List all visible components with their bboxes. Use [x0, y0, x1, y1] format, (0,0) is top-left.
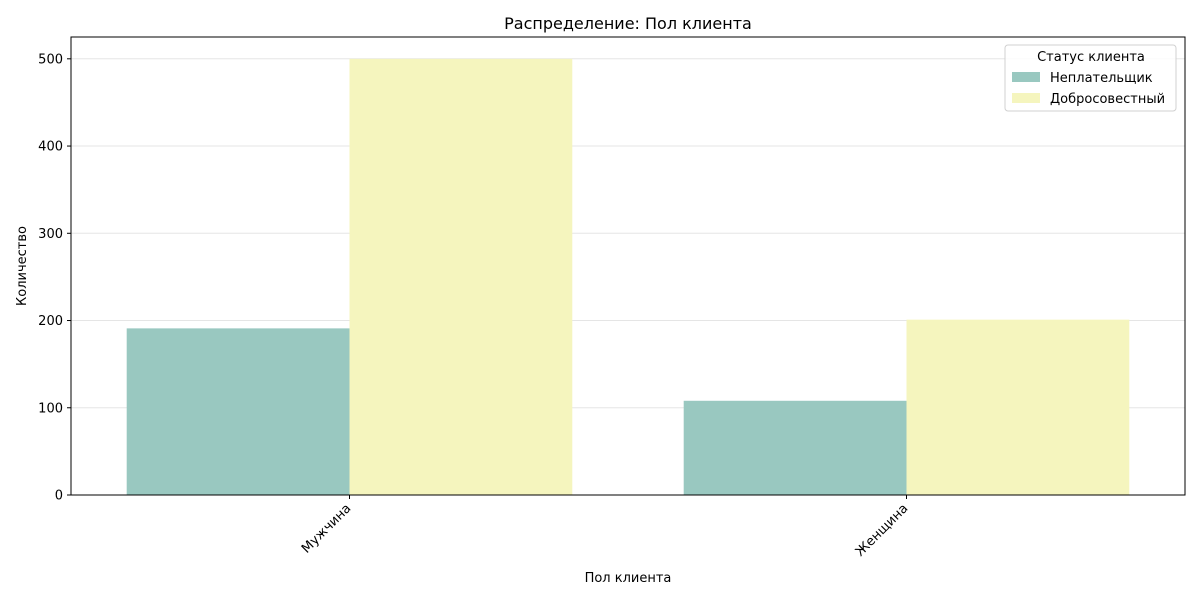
- legend-swatch: [1012, 93, 1040, 103]
- x-tick-label: Мужчина: [299, 501, 354, 556]
- legend-swatch: [1012, 72, 1040, 82]
- plot-frame: [70, 36, 1186, 496]
- bar: [906, 319, 1130, 495]
- legend-entry: Неплательщик: [1050, 71, 1153, 86]
- x-axis: Мужчина Женщина: [299, 495, 911, 560]
- x-axis-label: Пол клиента: [585, 571, 672, 586]
- legend-title: Статус клиента: [1037, 50, 1145, 65]
- legend-box: [1004, 44, 1177, 112]
- y-axis: 0 100 200 300 400 500: [38, 52, 71, 504]
- y-tick-label: 0: [55, 489, 63, 504]
- y-tick-label: 500: [38, 52, 63, 67]
- y-tick-label: 200: [38, 314, 63, 329]
- bar: [349, 58, 573, 496]
- legend-entry: Добросовестный: [1050, 92, 1165, 107]
- x-tick-label: Женщина: [853, 501, 911, 559]
- bars: [126, 58, 1130, 496]
- legend: Статус клиента Неплательщик Добросовестны…: [1004, 44, 1177, 112]
- bar: [126, 328, 350, 495]
- chart-title: Распределение: Пол клиента: [504, 14, 752, 33]
- y-tick-label: 300: [38, 227, 63, 242]
- y-tick-label: 100: [38, 401, 63, 416]
- y-axis-label: Количество: [15, 226, 30, 306]
- bar: [683, 400, 907, 495]
- y-tick-label: 400: [38, 140, 63, 155]
